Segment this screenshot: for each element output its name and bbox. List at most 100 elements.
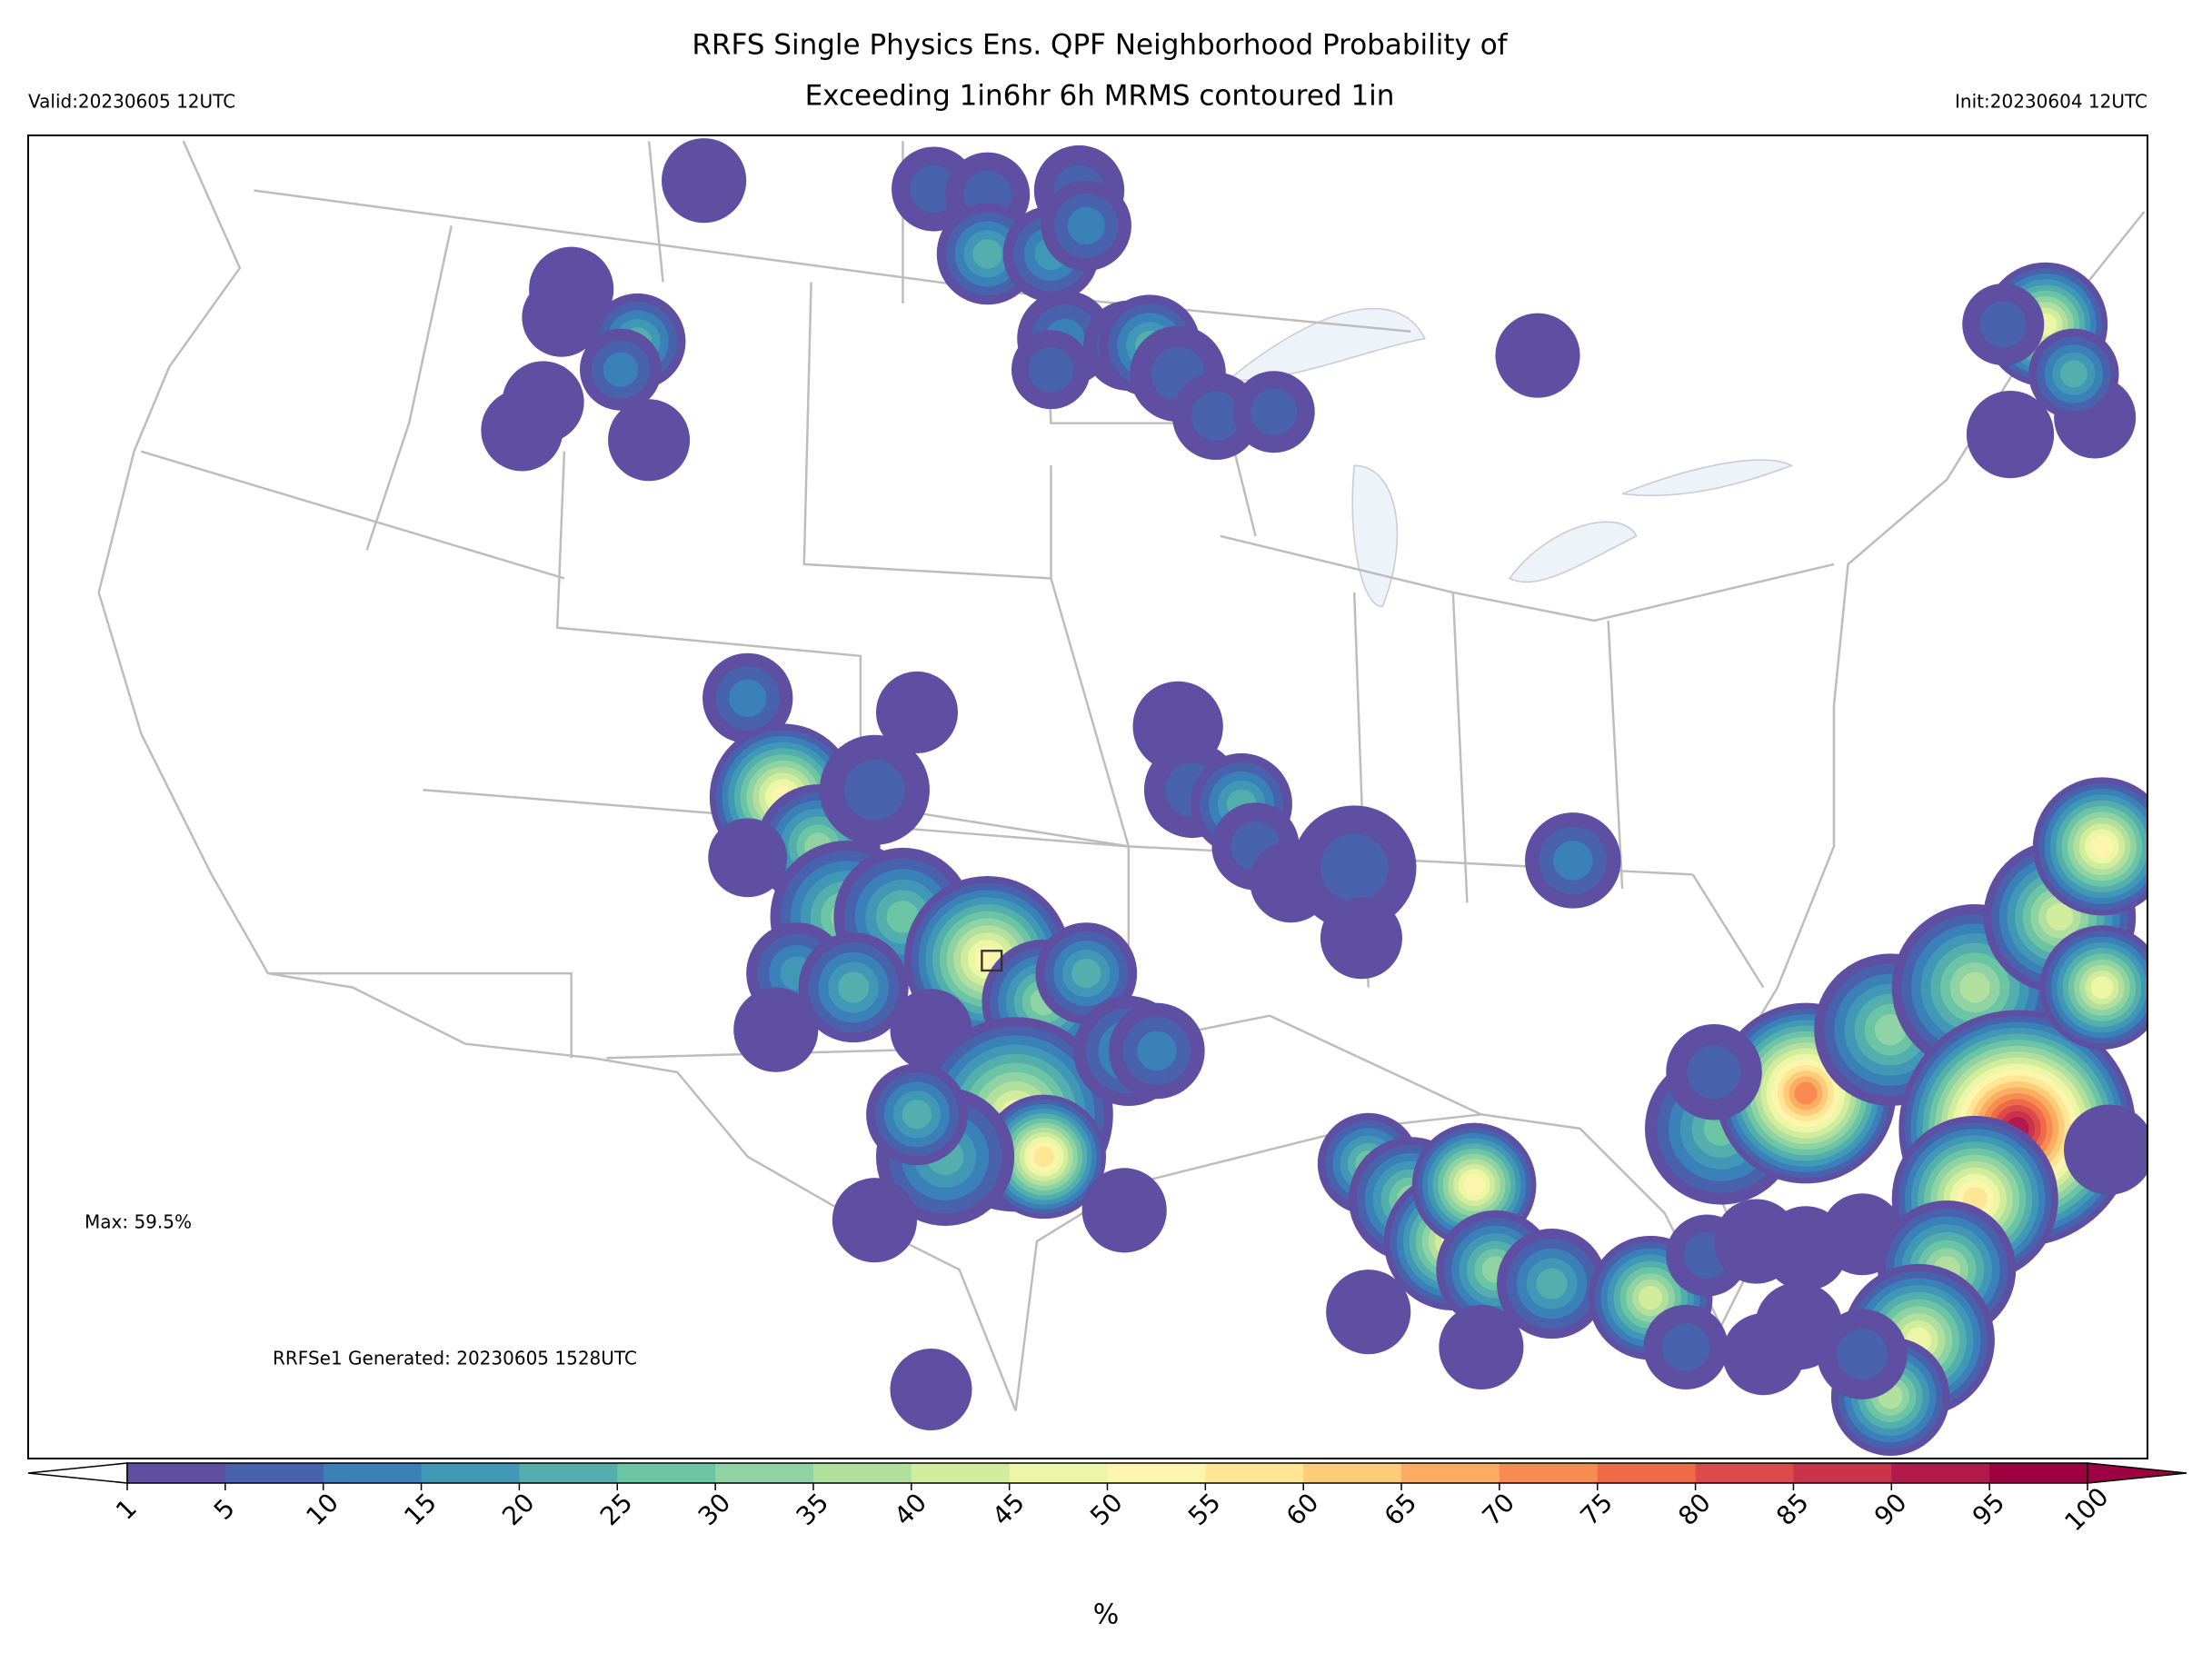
precip-contour	[832, 1178, 917, 1263]
colorbar-tick-label: 55	[1182, 1488, 1227, 1532]
precip-contour	[522, 277, 602, 357]
colorbar-segment	[1793, 1463, 1892, 1483]
colorbar-tick-label: 25	[594, 1488, 639, 1532]
precip-contour	[662, 138, 747, 224]
precip-contour	[2090, 834, 2114, 858]
precip-contour	[1439, 1304, 1524, 1390]
precip-contour	[729, 679, 767, 718]
colorbar-segment	[323, 1463, 423, 1483]
precip-contour	[902, 1100, 932, 1130]
precip-contour	[2064, 1104, 2147, 1195]
colorbar-tick-label: 10	[300, 1488, 344, 1532]
precip-contour	[886, 901, 920, 933]
colorbar-segment	[1401, 1463, 1500, 1483]
colorbar-tick-label: 75	[1574, 1488, 1619, 1532]
precip-contour	[890, 1348, 972, 1431]
precip-contour	[1495, 313, 1580, 398]
title: RRFS Single Physics Ens. QPF Neighborhoo…	[692, 29, 1508, 62]
colorbar-tick-label: 45	[986, 1488, 1031, 1532]
precip-contour	[481, 389, 563, 472]
map	[28, 135, 2147, 1459]
colorbar-segment	[1597, 1463, 1697, 1483]
colorbar: 1 5 10 15 20 25 30 35 40 45 50 55 60 65 70 75 80 85 90 95 10…	[27, 1462, 2187, 1538]
precip-contour	[733, 987, 819, 1072]
precip-probability	[481, 138, 2147, 1456]
colorbar-tick-label: 80	[1672, 1488, 1717, 1532]
colorbar-tick-label: 1	[110, 1493, 143, 1526]
colorbar-segment	[224, 1463, 324, 1483]
colorbar-tick-label: 60	[1280, 1488, 1325, 1532]
precip-contour	[708, 818, 788, 898]
map-frame	[27, 134, 2148, 1459]
colorbar-segment	[127, 1463, 226, 1483]
precip-contour	[1979, 301, 2027, 348]
precip-contour	[838, 971, 870, 1003]
colorbar-segment	[1989, 1463, 2088, 1483]
colorbar-tick-label: 90	[1868, 1488, 1913, 1532]
colorbar-segment	[911, 1463, 1011, 1483]
precip-contour	[1966, 390, 2055, 479]
precip-contour	[608, 399, 691, 482]
colorbar-tick-label: 100	[2058, 1481, 2114, 1537]
precip-contour	[1661, 1323, 1710, 1371]
colorbar-over	[2087, 1462, 2187, 1484]
colorbar-segment	[715, 1463, 814, 1483]
valid-time: Valid:20230605 12UTC	[28, 91, 235, 113]
colorbar-tick-label: 50	[1084, 1488, 1129, 1532]
precip-contour	[1553, 841, 1593, 881]
colorbar-segment	[1303, 1463, 1402, 1483]
colorbar-tick-label: 65	[1379, 1488, 1423, 1532]
precip-contour	[1191, 391, 1241, 442]
precip-contour	[2059, 360, 2087, 388]
colorbar-tick-label: 85	[1770, 1488, 1815, 1532]
precip-contour	[1028, 346, 1074, 393]
precip-contour	[1071, 958, 1101, 989]
colorbar-unit: %	[1093, 1599, 1120, 1631]
colorbar-tick-label: 40	[888, 1488, 932, 1532]
colorbar-segment	[1205, 1463, 1304, 1483]
init-time: Init:20230604 12UTC	[1955, 91, 2147, 113]
colorbar-segment	[1891, 1463, 1990, 1483]
precip-contour	[2046, 903, 2074, 931]
point-marker	[981, 950, 1003, 972]
colorbar-tick-label: 15	[398, 1488, 443, 1532]
precip-contour	[603, 352, 639, 387]
max-label: Max: 59.5%	[85, 1211, 192, 1233]
colorbar-segment	[1009, 1463, 1108, 1483]
generated-label: RRFSe1 Generated: 20230605 1528UTC	[273, 1348, 637, 1369]
great-lakes	[1225, 307, 1794, 608]
colorbar-segment	[812, 1463, 912, 1483]
precip-contour	[844, 759, 905, 821]
precip-contour	[1959, 971, 1991, 1003]
precip-contour	[1250, 388, 1298, 435]
colorbar-under	[27, 1462, 128, 1484]
colorbar-tick-label: 5	[208, 1493, 241, 1526]
precip-contour	[972, 239, 1002, 269]
precip-contour	[1137, 1031, 1177, 1071]
precip-contour	[1081, 1168, 1167, 1253]
precip-contour	[1326, 1270, 1411, 1355]
title: Exceeding 1in6hr 6h MRMS contoured 1in	[805, 80, 1395, 113]
colorbar-segment	[1499, 1463, 1599, 1483]
colorbar-tick-label: 30	[692, 1488, 737, 1532]
colorbar-segment	[617, 1463, 716, 1483]
precip-contour	[2090, 976, 2114, 1000]
precip-contour	[1033, 1146, 1055, 1168]
precip-contour	[1639, 1286, 1663, 1310]
precip-contour	[1794, 1081, 1818, 1105]
precip-contour	[1874, 1013, 1907, 1046]
precip-contour	[1536, 1268, 1568, 1300]
colorbar-tick-label: 70	[1477, 1488, 1521, 1532]
precip-contour	[875, 671, 959, 753]
precip-contour	[1320, 897, 1402, 980]
colorbar-segment	[1107, 1463, 1206, 1483]
precip-contour	[1687, 1045, 1741, 1100]
colorbar-tick-label: 95	[1967, 1488, 2011, 1532]
precip-contour	[1837, 1329, 1888, 1380]
precip-contour	[1320, 833, 1389, 901]
colorbar-segment	[519, 1463, 618, 1483]
colorbar-segment	[1695, 1463, 1794, 1483]
precip-contour	[1067, 206, 1105, 245]
